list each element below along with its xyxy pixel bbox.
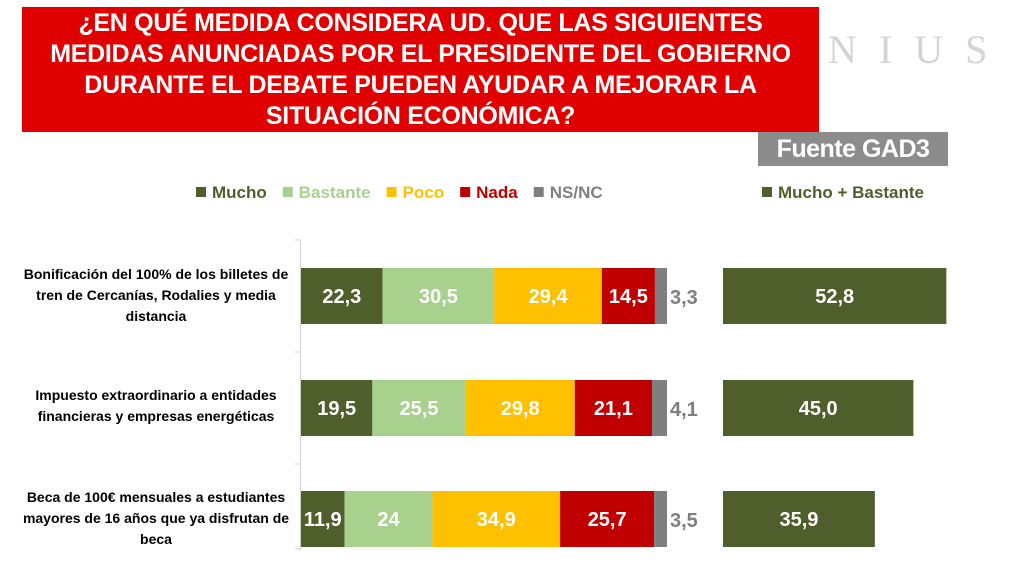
legend-label-mucho: Mucho — [212, 183, 267, 202]
data-label-bastante-row2: 25,5 — [400, 398, 439, 420]
data-label-poco-row1: 29,4 — [529, 286, 569, 308]
data-label-mucho-row3: 11,9 — [304, 509, 342, 531]
legend-label-nsnc: NS/NC — [550, 183, 603, 202]
data-label-nsnc-row2: 4,1 — [670, 399, 698, 421]
category-label-row3: Beca de 100€ mensuales a estudiantes may… — [22, 489, 290, 547]
brand-logo-text: NIUS — [828, 27, 1010, 72]
bar-nsnc-row2 — [651, 380, 667, 436]
bar-mucho-bastante-row2 — [723, 380, 914, 436]
legend-swatch-bastante — [282, 187, 293, 197]
bar-nsnc-row1 — [654, 268, 667, 324]
bar-nada-row2 — [574, 380, 652, 436]
legend-swatch-mucho-bastante — [762, 187, 772, 197]
data-label-poco-row2: 29,8 — [501, 398, 540, 420]
category-label-row1: Bonificación del 100% de los billetes de… — [23, 266, 289, 324]
data-label-nada-row3: 25,7 — [588, 509, 627, 531]
legend-swatch-poco — [386, 187, 397, 197]
data-label-bastante-row1: 30,5 — [419, 286, 458, 308]
chart-title: ¿EN QUÉ MEDIDA CONSIDERA UD. QUE LAS SIG… — [22, 7, 819, 132]
bar-mucho-bastante-row1 — [723, 268, 947, 324]
data-label-mucho-row1: 22,3 — [322, 286, 361, 308]
bar-nsnc-row3 — [654, 491, 667, 547]
bar-poco-row3 — [432, 491, 561, 547]
legend-swatch-mucho — [196, 187, 206, 197]
legend-label-nada: Nada — [476, 183, 518, 202]
bar-nada-row1 — [601, 268, 655, 324]
bar-mucho-bastante-row3 — [723, 491, 875, 547]
legend-swatch-nsnc — [533, 187, 544, 197]
data-label-bastante-row3: 24 — [377, 509, 400, 531]
bar-mucho-row3 — [301, 491, 345, 547]
data-label-nsnc-row1: 3,3 — [670, 287, 698, 309]
legend-label-mucho-bastante: Mucho + Bastante — [778, 183, 924, 202]
category-label-row2: Impuesto extraordinario a entidades fina… — [35, 387, 277, 424]
legend-label-poco: Poco — [403, 183, 445, 202]
data-label-mucho-bastante-row1: 52,8 — [815, 286, 854, 308]
data-label-mucho-bastante-row2: 45,0 — [799, 398, 838, 420]
legend-label-bastante: Bastante — [299, 183, 371, 202]
data-label-mucho-bastante-row3: 35,9 — [779, 509, 818, 531]
data-label-mucho-row2: 19,5 — [317, 398, 356, 420]
bar-poco-row1 — [494, 268, 602, 324]
bar-poco-row2 — [465, 380, 575, 436]
data-label-nada-row1: 14,5 — [609, 286, 648, 308]
data-label-poco-row3: 34,9 — [477, 509, 516, 531]
bar-bastante-row1 — [382, 268, 495, 324]
data-label-nsnc-row3: 3,5 — [670, 510, 698, 532]
bar-mucho-row2 — [301, 380, 373, 436]
data-label-nada-row2: 21,1 — [594, 398, 633, 420]
bar-bastante-row3 — [344, 491, 433, 547]
source-badge: Fuente GAD3 — [758, 132, 948, 166]
bar-mucho-row1 — [301, 268, 383, 324]
bar-nada-row3 — [560, 491, 655, 547]
legend-swatch-nada — [460, 187, 471, 197]
bar-bastante-row2 — [372, 380, 466, 436]
